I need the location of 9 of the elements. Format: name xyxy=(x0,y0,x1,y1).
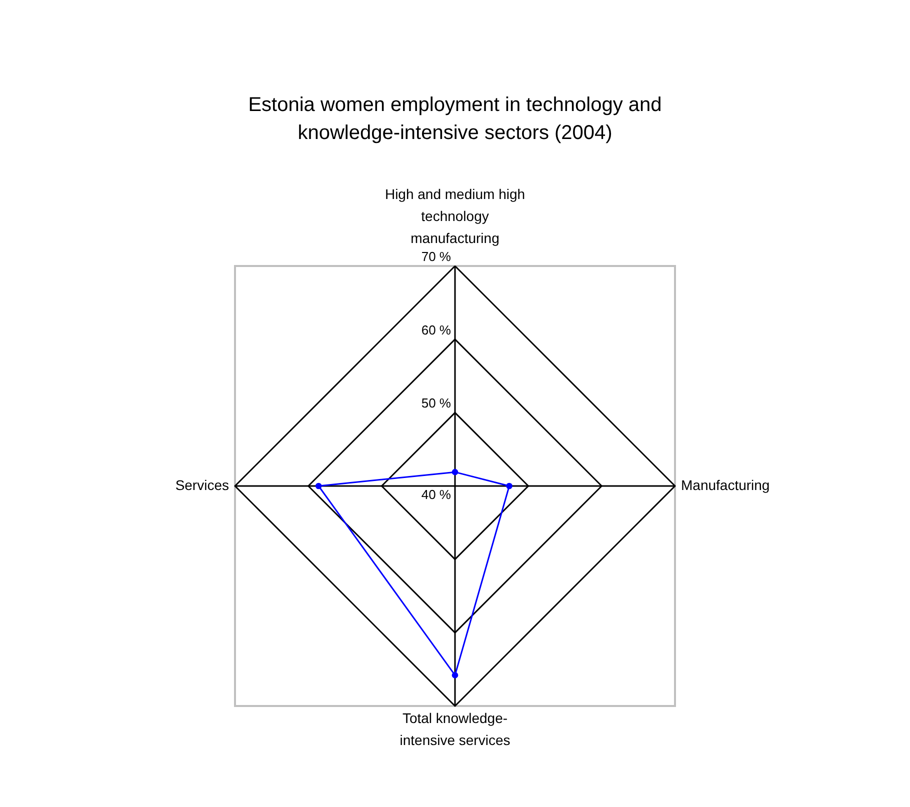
spoke-label: Manufacturing xyxy=(681,477,770,493)
y-tick-label: 70 % xyxy=(421,249,452,264)
y-tick-label: 40 % xyxy=(421,487,452,502)
spoke-label: Total knowledge-intensive services xyxy=(400,710,510,748)
spoke-label: Services xyxy=(175,477,229,493)
y-tick-label: 50 % xyxy=(421,396,452,411)
chart-title: Estonia women employment in technology and knowledge-intensive sectors (2004) xyxy=(248,94,662,144)
y-tick-label: 60 % xyxy=(421,322,452,338)
spoke-label: High and medium high technology manufacturing xyxy=(384,186,526,246)
